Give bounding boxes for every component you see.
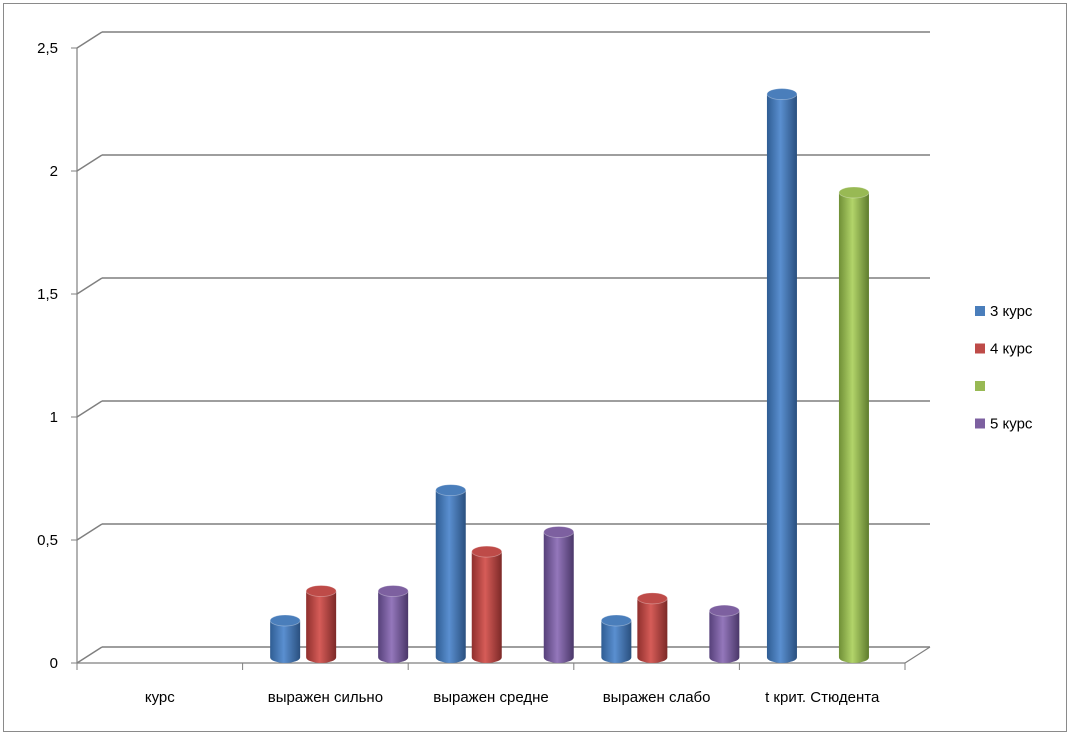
bar-top: [377, 585, 409, 597]
bar-top: [708, 604, 740, 617]
axes: [71, 47, 931, 670]
bar-top: [543, 526, 575, 538]
bar-top: [600, 614, 632, 627]
bar-body: [766, 94, 797, 663]
bar: [600, 614, 632, 663]
bar-top: [305, 585, 337, 597]
legend-label: 5 курс: [990, 416, 1033, 433]
legend-swatch: [975, 306, 985, 316]
bar: [269, 614, 301, 663]
bar: [377, 585, 409, 663]
bar-top: [766, 88, 798, 100]
bar: [636, 592, 668, 663]
legend-swatch: [975, 381, 985, 391]
category-label: t крит. Стюдента: [765, 689, 880, 706]
gridline-depth: [76, 400, 103, 418]
bar-body: [270, 620, 301, 663]
bar-body: [543, 531, 574, 663]
category-label: выражен слабо: [603, 689, 711, 706]
bar: [766, 88, 798, 663]
bar: [305, 585, 337, 663]
bar: [435, 484, 467, 663]
legend: 3 курс 4 курс 5 курс: [975, 303, 1033, 433]
y-tick-label: 0: [50, 655, 58, 672]
chart-frame: [3, 3, 1067, 732]
category-label: выражен средне: [433, 689, 549, 706]
gridline-depth: [76, 646, 103, 664]
bar-body: [378, 590, 409, 663]
y-tick-label: 2: [50, 163, 58, 180]
legend-swatch: [975, 343, 985, 354]
y-tick-label: 1,5: [37, 286, 58, 303]
bars: [269, 88, 870, 663]
bar-body: [306, 590, 337, 663]
bar-body: [709, 610, 740, 663]
legend-swatch: [975, 418, 985, 429]
bar-top: [636, 592, 668, 605]
bar-body: [471, 551, 502, 663]
gridlines: [76, 31, 930, 664]
bar-top: [435, 484, 467, 497]
category-label: курс: [145, 689, 175, 706]
y-tick-label: 0,5: [37, 532, 58, 549]
bar-body: [435, 490, 466, 663]
gridline-depth: [76, 523, 103, 541]
y-tick-label: 1: [50, 409, 58, 426]
bar-body: [601, 620, 632, 663]
legend-label: 4 курс: [990, 341, 1033, 358]
bar: [838, 186, 870, 663]
gridline-depth: [76, 31, 103, 49]
legend-label: 3 курс: [990, 303, 1033, 320]
floor-edge: [904, 646, 931, 664]
bar: [543, 526, 575, 663]
bar: [471, 545, 503, 663]
bar-body: [637, 598, 668, 663]
bar-body: [838, 192, 869, 663]
gridline-depth: [76, 277, 103, 295]
bar-top: [838, 186, 870, 199]
bar-top: [269, 614, 301, 627]
gridline-depth: [76, 154, 103, 172]
axis-labels: 0 0,5 1 1,5 2 2,5 курс выражен сильно выражен ср…: [37, 40, 880, 706]
y-tick-label: 2,5: [37, 40, 58, 57]
bar: [708, 604, 740, 663]
category-label: выражен сильно: [268, 689, 383, 706]
bar-top: [471, 545, 503, 558]
